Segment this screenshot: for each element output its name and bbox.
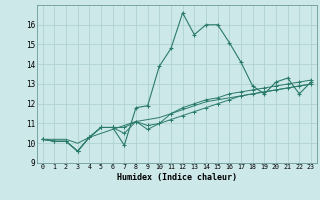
X-axis label: Humidex (Indice chaleur): Humidex (Indice chaleur): [117, 173, 237, 182]
